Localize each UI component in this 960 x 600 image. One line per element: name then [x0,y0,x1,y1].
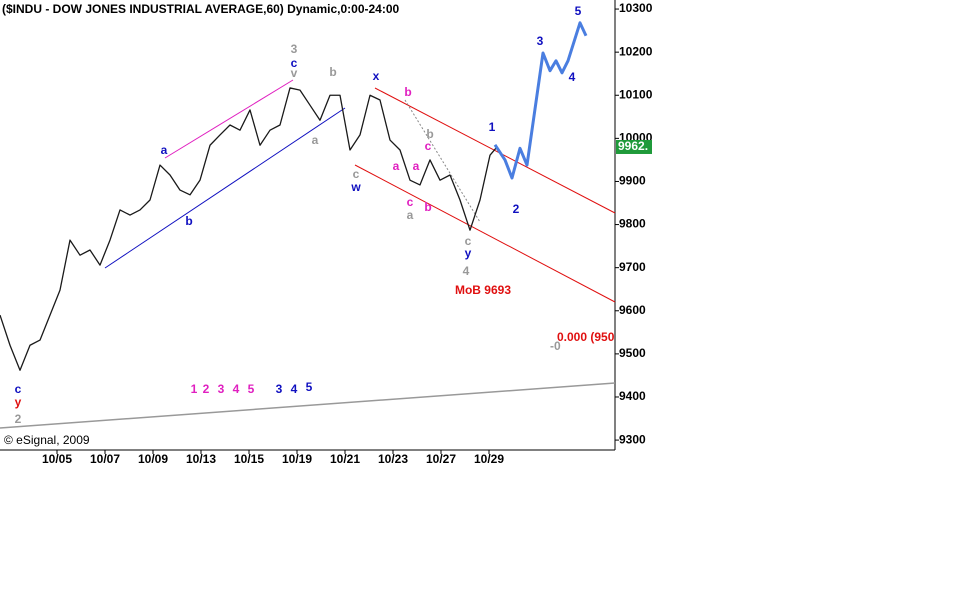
wave-label: 5 [306,380,313,394]
wave-label: 2 [513,202,520,216]
wave-label: 4 [569,70,576,84]
last-price: 9962. [618,139,648,153]
x-tick-label: 10/29 [474,452,504,466]
wave-label: 2 [15,412,22,426]
wave-label: -0 [550,339,561,353]
wave-label: 4 [463,264,470,278]
wave-label: c [425,139,432,153]
wave-label: 4 [233,382,240,396]
y-tick-label: 9400 [619,389,646,403]
wave-label: 0.000 (950 [557,330,615,344]
wave-label: b [404,85,411,99]
wave-label: y [15,395,22,409]
wave-label: y [465,246,472,260]
x-tick-label: 10/15 [234,452,264,466]
wave-label: a [413,159,420,173]
y-tick-label: 10100 [619,87,653,101]
wave-label: b [329,65,336,79]
wave-label: c [15,382,22,396]
wave-label: b [424,200,431,214]
y-tick-label: 10200 [619,44,653,58]
y-tick-label: 9600 [619,303,646,317]
y-tick-label: 9500 [619,346,646,360]
x-tick-label: 10/07 [90,452,120,466]
x-tick-label: 10/05 [42,452,72,466]
trend-line [0,382,616,429]
y-tick-label: 9300 [619,432,646,446]
x-tick-label: 10/13 [186,452,216,466]
channel-line [374,87,616,214]
wave-label: a [161,143,168,157]
x-tick-label: 10/09 [138,452,168,466]
wave-label: a [393,159,400,173]
last-price-box [616,139,652,154]
wave-label: a [312,133,319,147]
y-tick-label: 9700 [619,260,646,274]
wave-label: 3 [537,34,544,48]
projection-line [493,21,588,180]
wave-label: w [350,180,361,194]
y-tick-label: 9900 [619,174,646,188]
channel-line [354,164,616,303]
wave-label: b [185,214,192,228]
wave-label: 5 [575,4,582,18]
channel-line [164,79,294,159]
wave-label: x [373,69,380,83]
wave-label: v [291,66,298,80]
wave-label: 2 [203,382,210,396]
wave-label: 3 [276,382,283,396]
wave-label: a [407,208,414,222]
channel-line [104,107,346,269]
wave-label: 4 [291,382,298,396]
wave-label: 5 [248,382,255,396]
chart-title: ($INDU - DOW JONES INDUSTRIAL AVERAGE,60… [2,2,400,16]
wave-label: c [291,56,298,70]
price-line [0,87,498,371]
x-tick-label: 10/23 [378,452,408,466]
y-tick-label: 10300 [619,1,653,15]
wave-label: 3 [291,42,298,56]
wave-label: c [353,167,360,181]
wave-label: 1 [191,382,198,396]
x-tick-label: 10/19 [282,452,312,466]
y-tick-label: 9800 [619,217,646,231]
x-tick-label: 10/21 [330,452,360,466]
wave-label: b [426,127,433,141]
wave-label: 1 [489,120,496,134]
wave-label: 3 [218,382,225,396]
wave-label: c [407,195,414,209]
wave-label: © eSignal, 2009 [4,433,90,447]
wave-label: c [465,234,472,248]
x-tick-label: 10/27 [426,452,456,466]
wave-label: MoB 9693 [455,283,511,297]
